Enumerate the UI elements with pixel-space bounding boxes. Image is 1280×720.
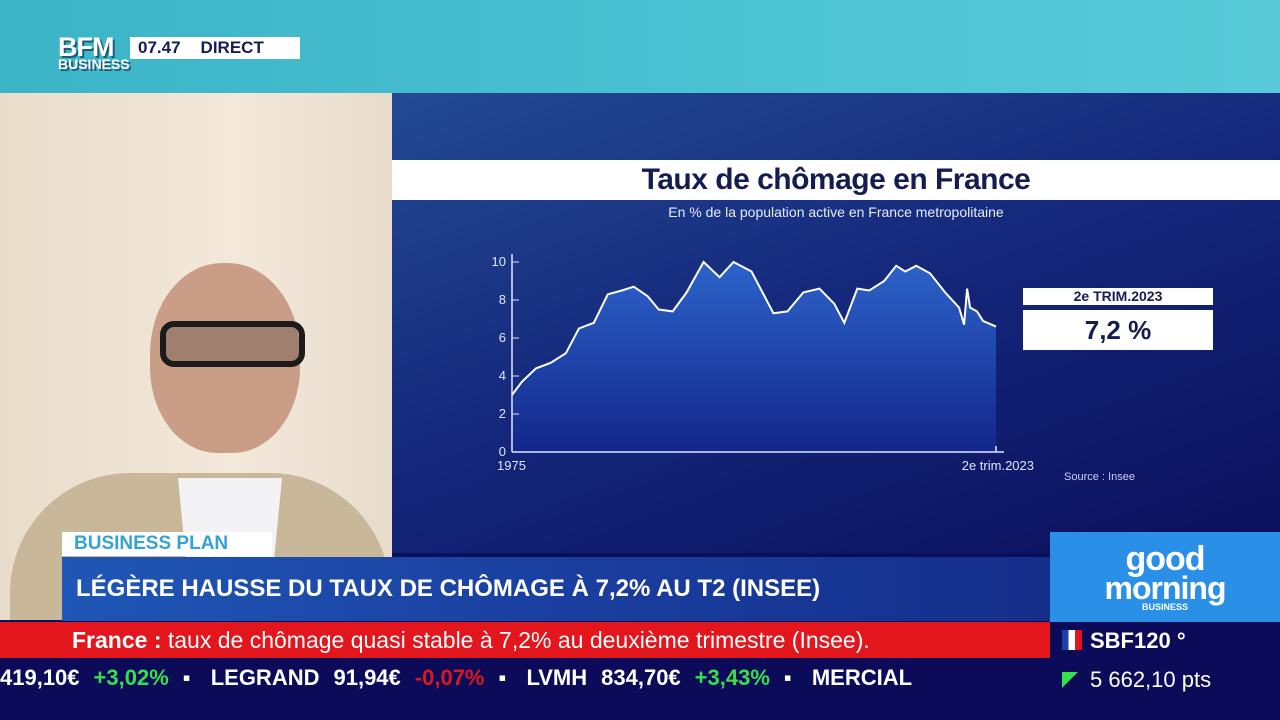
good-morning-business-logo: good morning BUSINESS xyxy=(1050,532,1280,622)
chart-title: Taux de chômage en France xyxy=(392,160,1280,200)
ticker-name: LEGRAND xyxy=(210,665,320,690)
chart-area xyxy=(512,262,996,452)
highlight-value: 7,2 % xyxy=(1023,310,1213,350)
y-tick-label: 4 xyxy=(499,368,506,383)
highlight-box: 2e TRIM.2023 7,2 % xyxy=(1023,288,1213,350)
highlight-label: 2e TRIM.2023 xyxy=(1023,288,1213,305)
logo-line2: BUSINESS xyxy=(58,55,130,72)
index-value: 5 662,10 pts xyxy=(1090,667,1212,692)
y-tick-label: 0 xyxy=(499,444,506,459)
news-crawl: France : taux de chômage quasi stable à … xyxy=(0,622,1050,658)
chart-subtitle: En % de la population active en France m… xyxy=(668,204,1004,220)
ticker-change: +3,43% xyxy=(694,665,770,690)
france-flag-icon xyxy=(1062,630,1082,650)
y-tick-label: 2 xyxy=(499,406,506,421)
ticker-change: +3,02% xyxy=(93,665,169,690)
ticker-name: MERCIAL xyxy=(811,665,913,690)
live-clock: 07.47 DIRECT xyxy=(130,37,300,59)
x-tick-label: 1975 xyxy=(497,458,526,473)
chart-line xyxy=(511,260,997,396)
chart-source: Source : Insee xyxy=(1064,471,1135,483)
ticker-change: -0,07% xyxy=(414,665,485,690)
y-tick-label: 6 xyxy=(499,330,506,345)
index-name: SBF120 ° xyxy=(1090,628,1186,653)
headline: LÉGÈRE HAUSSE DU TAUX DE CHÔMAGE À 7,2% … xyxy=(62,557,1050,621)
trend-up-icon xyxy=(1062,672,1078,688)
bfm-business-logo: BFM BUSINESS xyxy=(58,32,130,72)
ticker-price: 91,94€ xyxy=(333,665,401,690)
ticker-separator: ▪ xyxy=(182,665,191,690)
logo-line1: BFM xyxy=(58,32,114,62)
ticker-separator: ▪ xyxy=(498,665,507,690)
ticker-price: 834,70€ xyxy=(601,665,681,690)
y-tick-label: 10 xyxy=(492,254,506,269)
index-box: SBF120 ° 5 662,10 pts xyxy=(1050,622,1280,720)
guest-head xyxy=(150,263,300,453)
logo-business: BUSINESS xyxy=(1141,602,1188,612)
ticker-separator: ▪ xyxy=(783,665,792,690)
logo-morning: morning xyxy=(1104,570,1227,606)
ticker-price: 419,10€ xyxy=(0,665,80,690)
ticker-name: LVMH xyxy=(526,665,588,690)
news-prefix: France : xyxy=(72,627,162,653)
y-tick-label: 8 xyxy=(499,292,506,307)
guest-glasses xyxy=(160,321,305,367)
logo-good: good xyxy=(1125,540,1205,578)
x-tick-label: 2e trim.2023 xyxy=(962,458,1034,473)
program-tag: BUSINESS PLAN xyxy=(62,532,272,556)
news-text: taux de chômage quasi stable à 7,2% au d… xyxy=(161,627,870,653)
live-label: DIRECT xyxy=(200,38,264,57)
time: 07.47 xyxy=(138,38,181,57)
stock-ticker: 419,10€ +3,02% ▪ LEGRAND 91,94€ -0,07% ▪ LVMH… xyxy=(0,658,1050,720)
